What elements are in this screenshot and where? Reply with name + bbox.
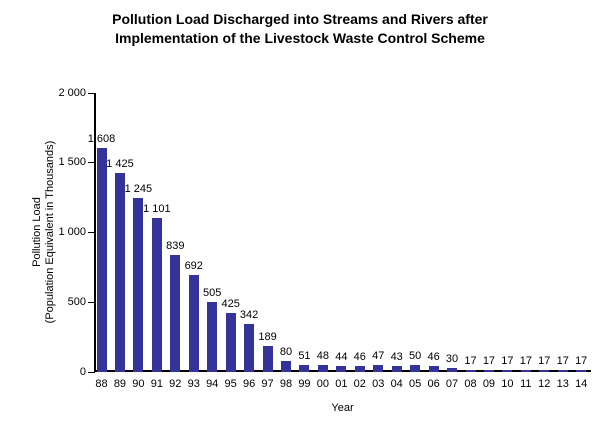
bar: [373, 365, 384, 372]
bar-value-label: 17: [538, 354, 551, 367]
y-tick-label: 0: [79, 365, 86, 378]
x-tick-label: 90: [132, 378, 145, 390]
bar: [170, 254, 181, 372]
y-tick-label: 1 500: [58, 156, 86, 169]
x-tick-label: 07: [445, 378, 459, 390]
bar-value-label: 80: [279, 345, 293, 358]
bar-value-label: 505: [203, 286, 222, 299]
bar: [410, 365, 421, 372]
x-tick-label: 92: [169, 378, 182, 390]
x-tick-label: 02: [353, 378, 366, 390]
bar: [188, 275, 199, 372]
x-tick-label: 89: [113, 378, 127, 390]
y-tick-label: 2 000: [58, 86, 86, 99]
x-tick-label: 94: [206, 378, 219, 390]
bar: [133, 198, 144, 372]
chart-title-line-2: Implementation of the Livestock Waste Co…: [115, 30, 485, 46]
bar: [207, 301, 218, 372]
bar: [114, 173, 125, 372]
bar-value-label: 44: [335, 350, 348, 363]
bar: [281, 360, 291, 372]
bar: [96, 147, 107, 372]
x-tick-label: 96: [242, 378, 256, 390]
bar-value-label: 839: [166, 239, 185, 252]
bar-value-label: 48: [316, 350, 330, 363]
x-tick-label: 14: [575, 378, 588, 390]
y-axis-tick: [88, 371, 95, 373]
x-tick-label: 06: [427, 378, 440, 390]
bar-value-label: 1 245: [124, 183, 153, 196]
bar-value-label: 17: [519, 354, 532, 367]
bar-value-label: 17: [556, 354, 569, 367]
x-tick-label: 11: [520, 378, 532, 390]
bar-value-label: 189: [258, 330, 277, 343]
bar: [151, 218, 162, 372]
x-tick-label: 91: [150, 378, 163, 390]
x-tick-label: 09: [482, 378, 496, 390]
bar: [244, 324, 255, 372]
y-tick-label: 1 000: [58, 226, 86, 238]
x-tick-label: 05: [409, 378, 422, 390]
bar-value-label: 17: [482, 354, 496, 367]
bar: [225, 312, 236, 372]
bar: [262, 345, 273, 372]
bar-value-label: 17: [464, 354, 477, 367]
bar: [576, 369, 587, 372]
bar-value-label: 47: [372, 350, 385, 363]
x-axis-title: Year: [331, 402, 354, 414]
bar-value-label: 425: [221, 297, 240, 310]
y-axis-tick: [88, 162, 95, 164]
bar-value-label: 342: [239, 309, 259, 322]
x-tick-label: 13: [556, 378, 569, 390]
bar-value-label: 43: [390, 351, 403, 364]
bar: [520, 369, 531, 372]
x-tick-label: 08: [464, 378, 477, 390]
bar-value-label: 46: [353, 350, 366, 363]
bar-value-label: 1 425: [106, 158, 134, 171]
x-tick-label: 88: [95, 378, 108, 390]
y-axis-tick: [88, 301, 95, 303]
bar: [502, 369, 513, 372]
x-tick-label: 12: [538, 378, 551, 390]
chart-title: Pollution Load Discharged into Streams a…: [0, 10, 600, 48]
x-tick-label: 93: [187, 378, 200, 390]
x-tick-label: 97: [261, 378, 274, 390]
bar-value-label: 51: [298, 349, 311, 362]
bar: [336, 365, 347, 372]
bar-value-label: 17: [501, 354, 514, 367]
x-tick-label: 03: [372, 378, 385, 390]
bar: [354, 365, 365, 372]
plot-area: 0 500 1 000 1 500 2 000 1 608 88 1 425 89 1 245 90…: [58, 87, 591, 390]
bar-value-label: 692: [184, 260, 203, 273]
bar: [465, 369, 476, 372]
bar: [391, 366, 402, 372]
x-tick-label: 98: [279, 378, 293, 390]
y-axis-line: [94, 93, 96, 372]
y-axis-tick: [88, 92, 95, 94]
bar-value-label: 1 101: [143, 203, 171, 216]
chart-title-line-1: Pollution Load Discharged into Streams a…: [112, 11, 488, 27]
x-tick-label: 01: [335, 378, 348, 390]
bar: [557, 369, 568, 372]
x-tick-label: 99: [298, 378, 311, 390]
bar-value-label: 1 608: [87, 132, 116, 145]
x-tick-label: 10: [501, 378, 514, 390]
y-axis-tick: [88, 232, 95, 233]
bar: [539, 369, 550, 372]
y-tick-label: 500: [67, 295, 86, 308]
x-tick-label: 04: [390, 378, 403, 390]
bar-value-label: 50: [409, 350, 422, 363]
bar: [447, 367, 458, 372]
bar: [299, 364, 310, 372]
x-tick-label: 00: [316, 378, 330, 390]
bar-value-label: 30: [445, 352, 459, 365]
bar: [428, 365, 439, 372]
bar: [317, 365, 328, 372]
bar-value-label: 17: [575, 354, 588, 367]
bar-value-label: 46: [427, 350, 440, 363]
x-tick-label: 95: [224, 378, 237, 390]
bar: [483, 369, 494, 372]
